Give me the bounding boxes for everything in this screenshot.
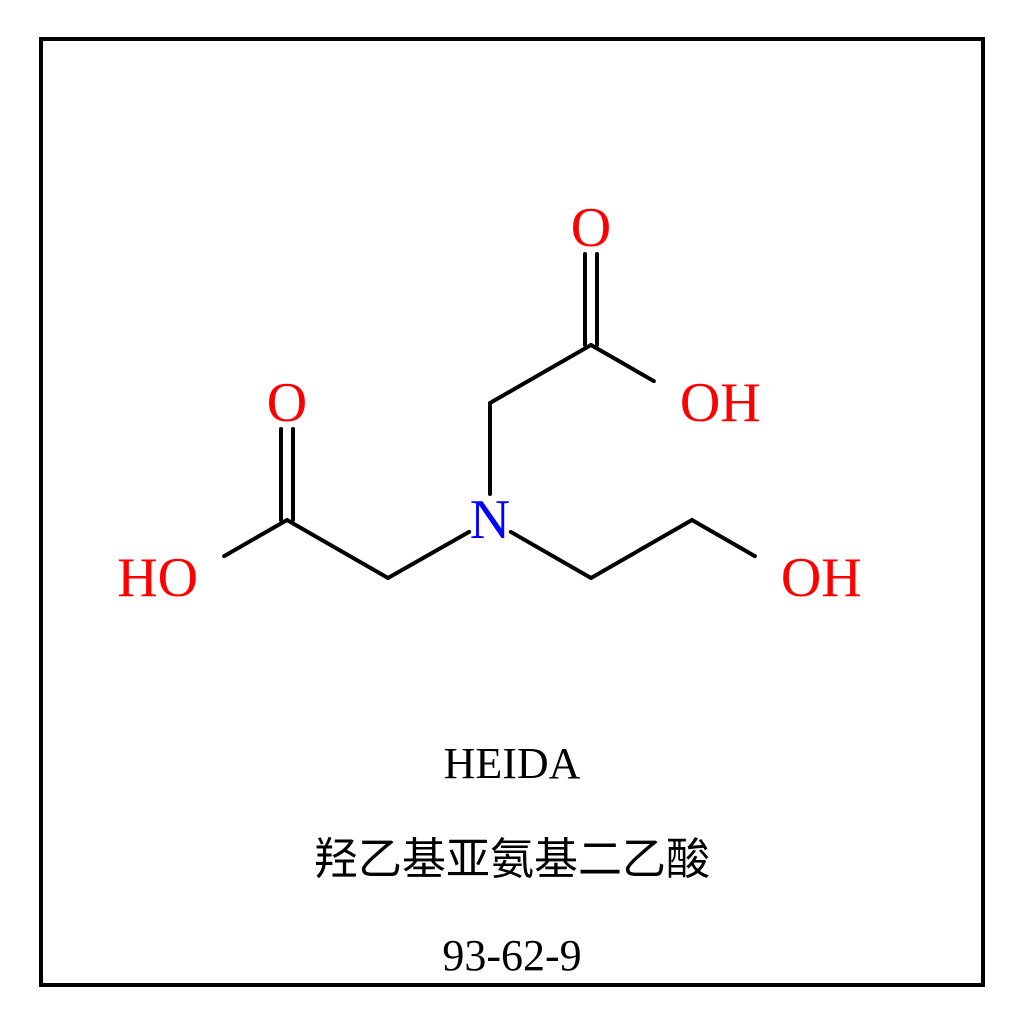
atom-OH_L: HO bbox=[117, 550, 198, 606]
compound-name-cn: 羟乙基亚氨基二乙酸 bbox=[0, 838, 1024, 882]
atom-N: N bbox=[470, 492, 510, 548]
compound-abbrev: HEIDA bbox=[0, 742, 1024, 786]
cas-number: 93-62-9 bbox=[0, 934, 1024, 978]
atom-O_dbU: O bbox=[571, 200, 611, 256]
atom-OH_R: OH bbox=[781, 550, 862, 606]
atom-O_dbL: O bbox=[267, 375, 307, 431]
atom-OH_U: OH bbox=[680, 375, 761, 431]
